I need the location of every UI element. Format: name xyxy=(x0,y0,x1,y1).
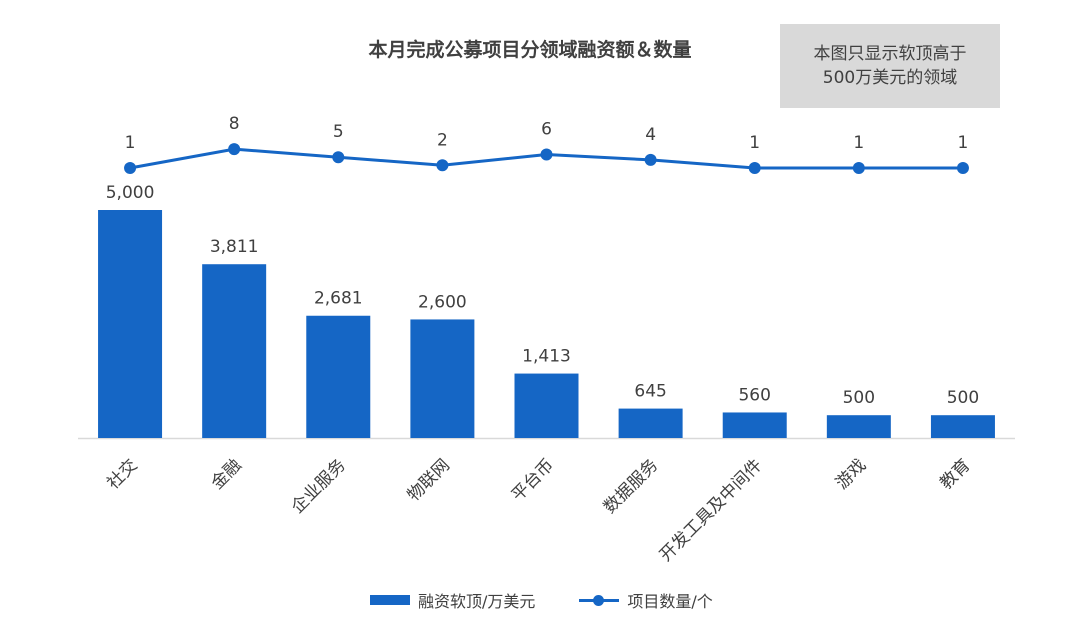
bar-value-label: 645 xyxy=(634,382,666,402)
line-point xyxy=(124,162,137,174)
line-point xyxy=(436,159,449,172)
bar-value-label: 560 xyxy=(738,385,770,405)
bar-value-label: 500 xyxy=(947,388,979,408)
line-value-label: 1 xyxy=(958,133,969,153)
legend-bar-label: 融资软顶/万美元 xyxy=(418,592,536,611)
bar-value-label: 2,681 xyxy=(314,289,363,309)
line-value-label: 2 xyxy=(437,130,448,150)
legend-line-label: 项目数量/个 xyxy=(627,592,713,611)
line-point xyxy=(332,151,345,164)
line-value-label: 5 xyxy=(333,122,344,142)
bar xyxy=(514,373,579,438)
bar xyxy=(722,412,787,438)
bar xyxy=(930,415,995,438)
line-value-label: 1 xyxy=(749,133,760,153)
line-value-label: 4 xyxy=(645,125,656,145)
line-point xyxy=(748,162,761,174)
x-tick-label: 游戏 xyxy=(832,455,870,493)
line-value-label: 1 xyxy=(853,133,864,153)
line-point xyxy=(228,143,241,156)
bar xyxy=(410,319,475,438)
legend-item-line: 项目数量/个 xyxy=(579,588,713,612)
x-tick-label: 教育 xyxy=(936,455,974,493)
line-value-label: 1 xyxy=(125,133,136,153)
x-tick-label: 企业服务 xyxy=(288,455,350,517)
chart-title: 本月完成公募项目分领域融资额＆数量 xyxy=(368,39,692,61)
line-point xyxy=(644,153,657,166)
legend-item-bar: 融资软顶/万美元 xyxy=(370,588,535,612)
legend-bar-swatch xyxy=(370,595,410,605)
x-tick-label: 金融 xyxy=(208,455,246,493)
line-value-label: 6 xyxy=(541,120,552,140)
line-point xyxy=(956,162,969,174)
legend-line-swatch xyxy=(579,595,620,606)
bar xyxy=(306,315,371,438)
note-box: 本图只显示软顶高于 500万美元的领域 xyxy=(780,24,1000,108)
bar-value-label: 500 xyxy=(843,388,875,408)
x-tick-label: 数据服务 xyxy=(600,455,662,517)
bar xyxy=(618,408,683,438)
line-point xyxy=(540,148,553,161)
bar-value-label: 2,600 xyxy=(418,292,467,312)
bar-value-label: 5,000 xyxy=(106,183,155,203)
x-tick-label: 开发工具及中间件 xyxy=(656,455,766,565)
bar-value-label: 1,413 xyxy=(522,347,571,367)
x-tick-label: 物联网 xyxy=(404,455,454,505)
note-text: 本图只显示软顶高于 500万美元的领域 xyxy=(813,44,967,88)
x-tick-label: 社交 xyxy=(103,455,141,493)
bar-value-label: 3,811 xyxy=(210,237,259,257)
bar xyxy=(98,210,163,438)
line-value-label: 8 xyxy=(229,114,240,134)
x-tick-label: 平台币 xyxy=(508,455,558,505)
bar xyxy=(826,415,891,438)
bar xyxy=(202,264,267,438)
line-point xyxy=(852,162,865,174)
legend: 融资软顶/万美元 项目数量/个 xyxy=(370,588,713,612)
